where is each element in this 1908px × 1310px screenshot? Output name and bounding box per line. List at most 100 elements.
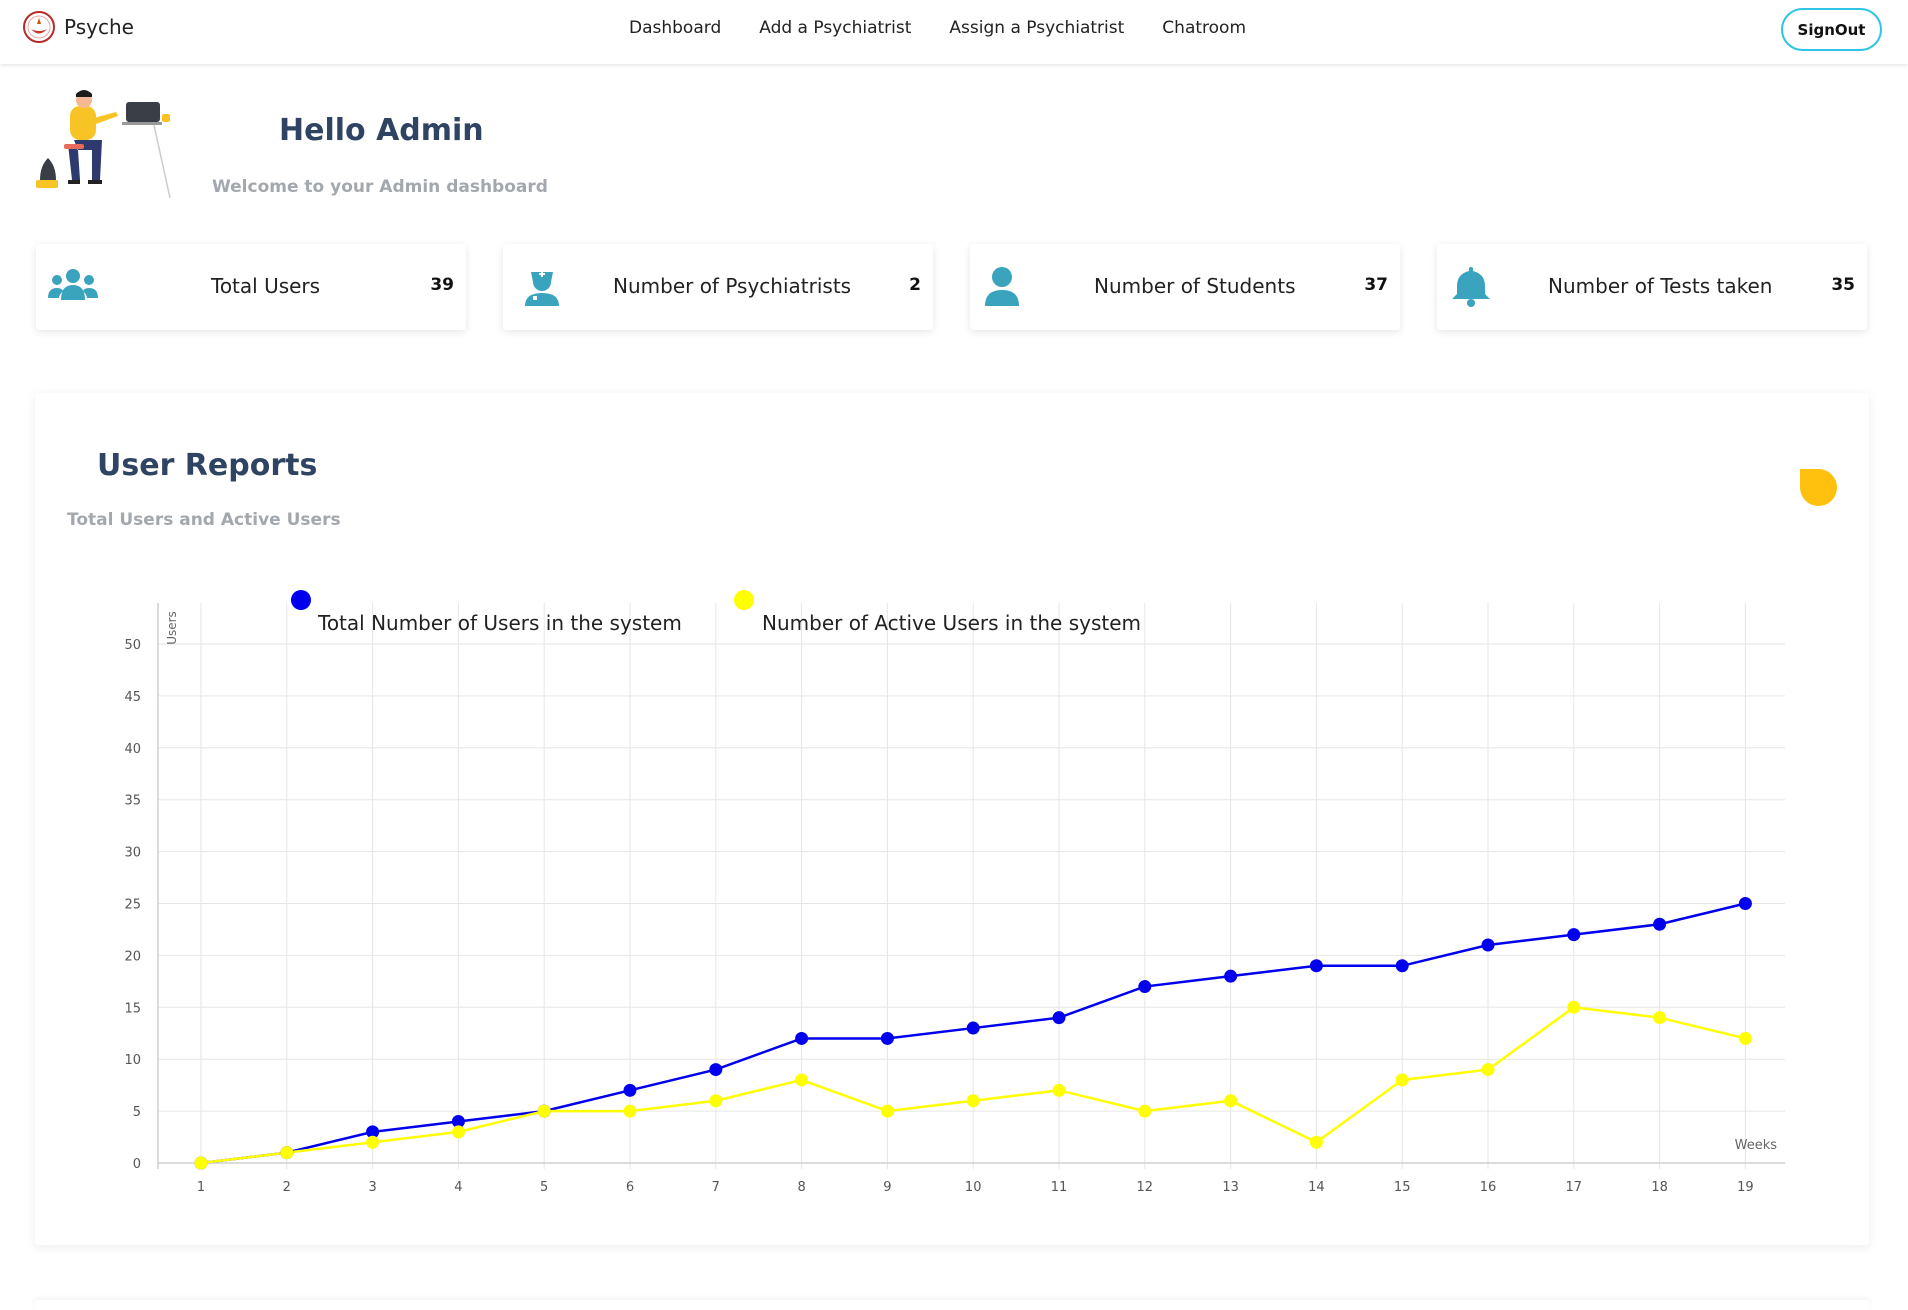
nav-chatroom[interactable]: Chatroom bbox=[1162, 18, 1247, 38]
report-title: User Reports bbox=[97, 448, 318, 483]
brand-logo-icon bbox=[23, 11, 55, 43]
nav-add-psychiatrist[interactable]: Add a Psychiatrist bbox=[759, 18, 912, 38]
data-point bbox=[709, 1063, 723, 1077]
hero-title: Hello Admin bbox=[279, 113, 484, 148]
data-point bbox=[795, 1073, 809, 1087]
x-tick-label: 1 bbox=[197, 1180, 205, 1195]
data-point bbox=[280, 1146, 294, 1160]
x-tick-label: 4 bbox=[454, 1180, 462, 1195]
y-tick-label: 45 bbox=[124, 690, 141, 705]
data-point bbox=[366, 1125, 380, 1139]
y-tick-label: 0 bbox=[133, 1157, 141, 1172]
stat-label: Number of Psychiatrists bbox=[613, 274, 852, 298]
data-point bbox=[1224, 1094, 1238, 1108]
nav-dashboard[interactable]: Dashboard bbox=[629, 18, 722, 38]
data-point bbox=[366, 1135, 380, 1149]
data-point bbox=[966, 1094, 980, 1108]
stat-card-total-users: Total Users 39 bbox=[36, 244, 466, 330]
data-point bbox=[966, 1021, 980, 1035]
x-tick-label: 5 bbox=[540, 1180, 548, 1195]
x-tick-label: 8 bbox=[797, 1180, 805, 1195]
signout-button[interactable]: SignOut bbox=[1781, 8, 1882, 51]
data-point bbox=[1653, 1011, 1667, 1025]
data-point bbox=[1309, 959, 1323, 973]
x-tick-label: 18 bbox=[1651, 1180, 1668, 1195]
x-axis-label: Weeks bbox=[1735, 1138, 1778, 1153]
x-tick-label: 9 bbox=[883, 1180, 891, 1195]
data-point bbox=[1052, 1083, 1066, 1097]
x-tick-label: 10 bbox=[965, 1180, 982, 1195]
data-point bbox=[194, 1156, 208, 1170]
brand-name: Psyche bbox=[64, 15, 134, 39]
legend-marker bbox=[734, 590, 754, 610]
data-point bbox=[1567, 1000, 1581, 1014]
doctor-icon bbox=[525, 271, 559, 306]
data-point bbox=[795, 1031, 809, 1045]
stat-value: 35 bbox=[1831, 275, 1855, 295]
data-point bbox=[1567, 928, 1581, 942]
x-tick-label: 3 bbox=[368, 1180, 376, 1195]
data-point bbox=[623, 1104, 637, 1118]
x-tick-label: 14 bbox=[1308, 1180, 1325, 1195]
admin-illustration bbox=[36, 90, 171, 199]
data-point bbox=[1481, 938, 1495, 952]
y-tick-label: 20 bbox=[124, 949, 141, 964]
legend-label: Total Number of Users in the system bbox=[317, 611, 682, 635]
brand[interactable]: Psyche bbox=[22, 10, 134, 44]
x-tick-label: 11 bbox=[1051, 1180, 1068, 1195]
data-point bbox=[1395, 959, 1409, 973]
x-tick-label: 17 bbox=[1566, 1180, 1583, 1195]
y-tick-label: 40 bbox=[124, 742, 141, 757]
stat-label: Total Users bbox=[211, 274, 321, 298]
user-reports-card: User Reports Total Users and Active User… bbox=[35, 393, 1869, 1245]
data-point bbox=[623, 1083, 637, 1097]
y-tick-label: 15 bbox=[124, 1001, 141, 1016]
navbar: Psyche Dashboard Add a Psychiatrist Assi… bbox=[0, 0, 1908, 64]
stat-value: 37 bbox=[1364, 275, 1388, 295]
data-point bbox=[1395, 1073, 1409, 1087]
data-point bbox=[1224, 969, 1238, 983]
x-tick-label: 2 bbox=[283, 1180, 291, 1195]
stat-label: Number of Tests taken bbox=[1548, 274, 1773, 298]
data-point bbox=[1052, 1011, 1066, 1025]
y-tick-label: 10 bbox=[124, 1053, 141, 1068]
x-tick-label: 15 bbox=[1394, 1180, 1411, 1195]
stat-value: 39 bbox=[430, 275, 454, 295]
legend-marker bbox=[291, 590, 311, 610]
data-point bbox=[1738, 897, 1752, 910]
y-tick-label: 50 bbox=[124, 638, 141, 653]
legend-label: Number of Active Users in the system bbox=[762, 611, 1141, 635]
x-tick-label: 7 bbox=[712, 1180, 720, 1195]
next-card-edge bbox=[35, 1300, 1869, 1310]
users-icon bbox=[48, 269, 98, 300]
y-tick-label: 5 bbox=[133, 1105, 141, 1120]
data-point bbox=[1309, 1135, 1323, 1149]
stat-card-students: Number of Students 37 bbox=[970, 244, 1400, 330]
data-point bbox=[1138, 980, 1152, 994]
report-subtitle: Total Users and Active Users bbox=[67, 510, 341, 530]
user-icon bbox=[985, 267, 1019, 306]
stat-card-psychiatrists: Number of Psychiatrists 2 bbox=[503, 244, 933, 330]
y-tick-label: 30 bbox=[124, 846, 141, 861]
stat-label: Number of Students bbox=[1094, 274, 1296, 298]
data-point bbox=[1738, 1031, 1752, 1045]
y-tick-label: 35 bbox=[124, 794, 141, 809]
x-tick-label: 16 bbox=[1480, 1180, 1497, 1195]
decorative-blob bbox=[1800, 469, 1837, 506]
data-point bbox=[451, 1114, 465, 1128]
stat-card-tests: Number of Tests taken 35 bbox=[1437, 244, 1867, 330]
data-point bbox=[537, 1104, 551, 1118]
y-axis-label: Users bbox=[165, 611, 179, 645]
x-tick-label: 19 bbox=[1737, 1180, 1754, 1195]
stat-value: 2 bbox=[909, 275, 921, 295]
x-tick-label: 6 bbox=[626, 1180, 634, 1195]
nav-assign-psychiatrist[interactable]: Assign a Psychiatrist bbox=[949, 18, 1125, 38]
y-tick-label: 25 bbox=[124, 898, 141, 913]
nav-links: Dashboard Add a Psychiatrist Assign a Ps… bbox=[629, 18, 1284, 38]
data-point bbox=[451, 1125, 465, 1139]
x-tick-label: 12 bbox=[1137, 1180, 1154, 1195]
hero-subtitle: Welcome to your Admin dashboard bbox=[212, 177, 548, 197]
bell-icon bbox=[1452, 267, 1490, 307]
data-point bbox=[880, 1031, 894, 1045]
